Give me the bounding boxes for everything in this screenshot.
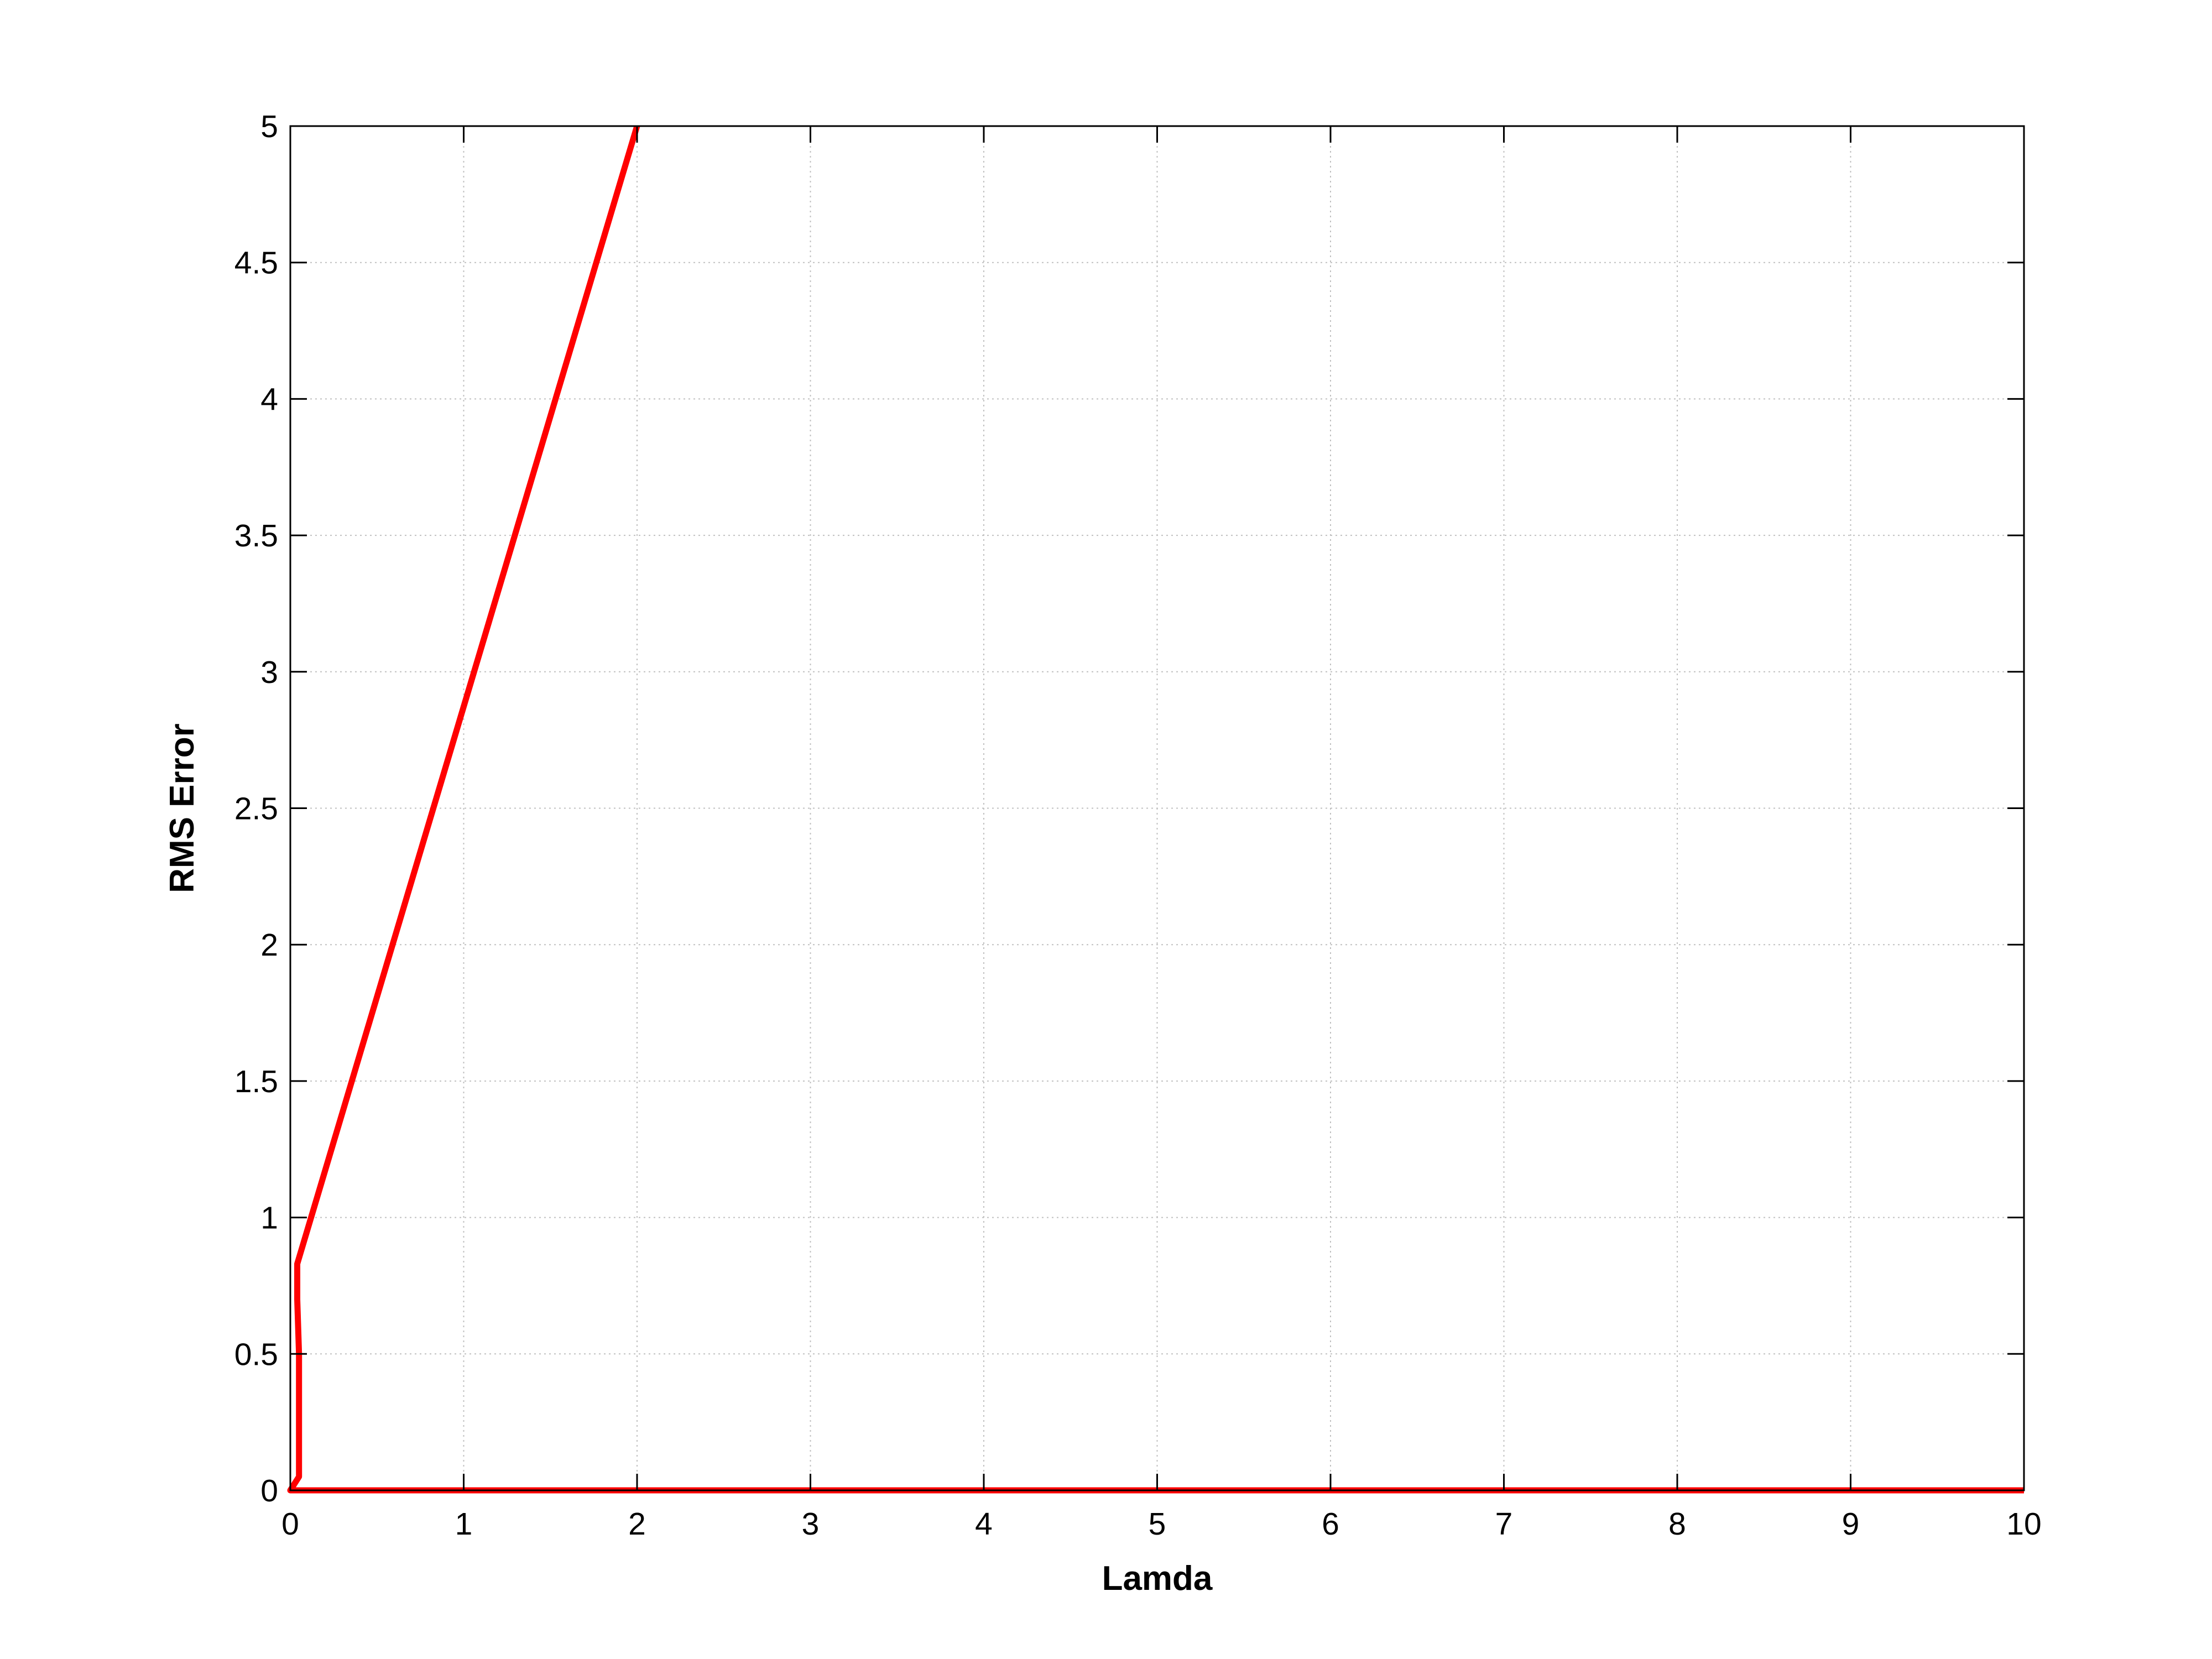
x-tick-label: 4 xyxy=(975,1506,993,1542)
x-tick-label: 10 xyxy=(2006,1506,2041,1542)
tick-layer: 0 1 2 3 4 5 6 7 8 9 10 0 0.5 1 1.5 2 2.5 3 3.5 4 4.5 5 xyxy=(234,109,2042,1542)
grid-layer xyxy=(290,126,2024,1490)
x-tick-label: 2 xyxy=(628,1506,646,1542)
y-tick-label: 2 xyxy=(260,927,278,963)
y-tick-label: 0 xyxy=(260,1473,278,1509)
y-axis-title: RMS Error xyxy=(163,723,201,893)
y-tick-label: 3 xyxy=(260,655,278,690)
y-tick-label: 5 xyxy=(260,109,278,144)
y-tick-label: 2.5 xyxy=(234,791,278,827)
x-tick-label: 6 xyxy=(1322,1506,1339,1542)
y-tick-label: 1.5 xyxy=(234,1064,278,1099)
y-tick-label: 1 xyxy=(260,1201,278,1236)
y-tick-label: 3.5 xyxy=(234,518,278,554)
x-tick-label: 3 xyxy=(802,1506,820,1542)
x-tick-label: 7 xyxy=(1495,1506,1513,1542)
y-tick-label: 0.5 xyxy=(234,1337,278,1372)
x-tick-label: 9 xyxy=(1842,1506,1860,1542)
y-tick-label: 4 xyxy=(260,382,278,417)
x-tick-label: 5 xyxy=(1149,1506,1166,1542)
x-tick-label: 8 xyxy=(1668,1506,1686,1542)
x-tick-label: 0 xyxy=(281,1506,299,1542)
y-tick-label: 4.5 xyxy=(234,246,278,281)
x-tick-label: 1 xyxy=(455,1506,473,1542)
x-axis-title: Lamda xyxy=(1102,1559,1213,1598)
